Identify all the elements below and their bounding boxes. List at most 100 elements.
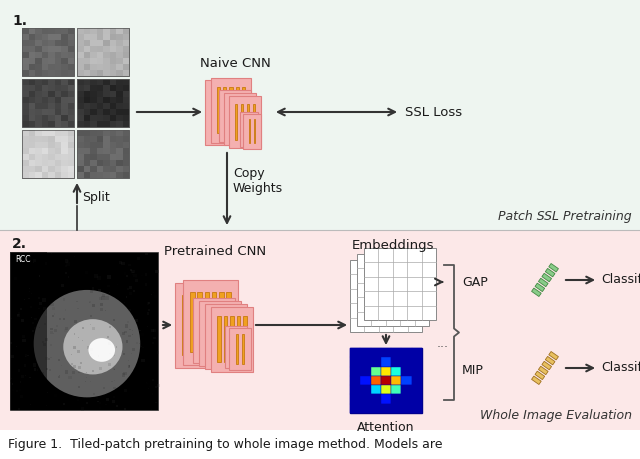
Bar — [61, 103, 67, 109]
Bar — [61, 172, 67, 178]
Bar — [360, 357, 371, 367]
Bar — [61, 46, 67, 52]
Bar — [127, 321, 129, 324]
Bar — [77, 160, 83, 166]
Bar — [129, 264, 131, 266]
Bar — [218, 295, 223, 355]
Bar — [109, 58, 116, 64]
Bar — [103, 40, 109, 46]
Bar — [148, 308, 150, 311]
Bar — [31, 317, 32, 319]
Text: MIP: MIP — [462, 364, 484, 376]
Bar — [412, 404, 422, 413]
Bar — [139, 390, 140, 391]
Bar — [48, 79, 54, 85]
Polygon shape — [548, 263, 559, 272]
Bar — [401, 394, 412, 404]
Bar — [16, 390, 18, 392]
Bar — [240, 112, 258, 146]
Bar — [42, 160, 48, 166]
Bar — [128, 309, 131, 312]
Bar — [90, 70, 97, 76]
Bar — [35, 136, 42, 142]
Bar — [61, 160, 67, 166]
Bar — [149, 326, 152, 330]
Bar — [224, 316, 227, 362]
Bar — [10, 409, 11, 410]
Bar — [77, 79, 129, 127]
Bar — [248, 119, 250, 143]
Bar — [61, 34, 67, 40]
Bar — [22, 130, 29, 136]
Bar — [103, 91, 109, 97]
Bar — [97, 276, 101, 280]
Bar — [109, 166, 116, 172]
Bar — [29, 28, 35, 34]
Bar — [90, 148, 97, 154]
Bar — [122, 58, 129, 64]
Bar — [231, 313, 234, 359]
Bar — [371, 348, 381, 357]
Bar — [122, 130, 129, 136]
Bar — [101, 296, 105, 300]
Bar — [152, 342, 154, 344]
Bar — [67, 136, 74, 142]
Bar — [109, 28, 116, 34]
Text: Figure 1.  Tiled-patch pretraining to whole image method. Models are: Figure 1. Tiled-patch pretraining to who… — [8, 438, 442, 451]
Bar — [225, 98, 227, 134]
Bar — [42, 40, 48, 46]
Bar — [92, 278, 93, 280]
Bar — [92, 287, 94, 290]
Bar — [61, 70, 67, 76]
Bar — [90, 103, 97, 109]
Bar — [248, 101, 250, 137]
Bar — [148, 386, 150, 387]
Bar — [126, 275, 129, 277]
Bar — [77, 136, 83, 142]
Bar — [61, 79, 67, 85]
Bar — [61, 91, 67, 97]
Bar — [246, 104, 249, 140]
Bar — [122, 166, 129, 172]
Bar — [103, 46, 109, 52]
Bar — [129, 365, 131, 367]
Bar — [103, 85, 109, 91]
Bar — [38, 308, 40, 309]
Bar — [29, 40, 35, 46]
Bar — [116, 40, 122, 46]
Bar — [90, 34, 97, 40]
Bar — [124, 302, 125, 303]
Bar — [35, 154, 42, 160]
Bar — [83, 148, 90, 154]
Bar — [122, 373, 125, 376]
Bar — [35, 40, 42, 46]
Bar — [36, 369, 38, 371]
Bar — [35, 103, 42, 109]
Bar — [48, 172, 54, 178]
Bar — [38, 275, 40, 277]
Bar — [77, 115, 83, 121]
Bar — [97, 160, 103, 166]
Bar — [211, 295, 216, 355]
Bar — [156, 270, 159, 273]
Bar — [65, 272, 67, 274]
Bar — [50, 302, 54, 306]
Bar — [99, 367, 102, 370]
Bar — [29, 377, 31, 378]
Bar — [391, 357, 401, 367]
Bar — [128, 365, 131, 368]
Bar — [129, 286, 132, 289]
Bar — [36, 396, 37, 397]
Bar — [54, 154, 61, 160]
Bar — [71, 363, 73, 365]
Bar — [61, 166, 67, 172]
Bar — [67, 91, 74, 97]
Bar — [86, 346, 90, 349]
Bar — [217, 87, 220, 133]
Bar — [122, 262, 125, 265]
Bar — [94, 274, 98, 278]
Bar — [237, 98, 239, 134]
Bar — [42, 52, 48, 58]
Bar — [350, 367, 360, 376]
Bar — [116, 115, 122, 121]
